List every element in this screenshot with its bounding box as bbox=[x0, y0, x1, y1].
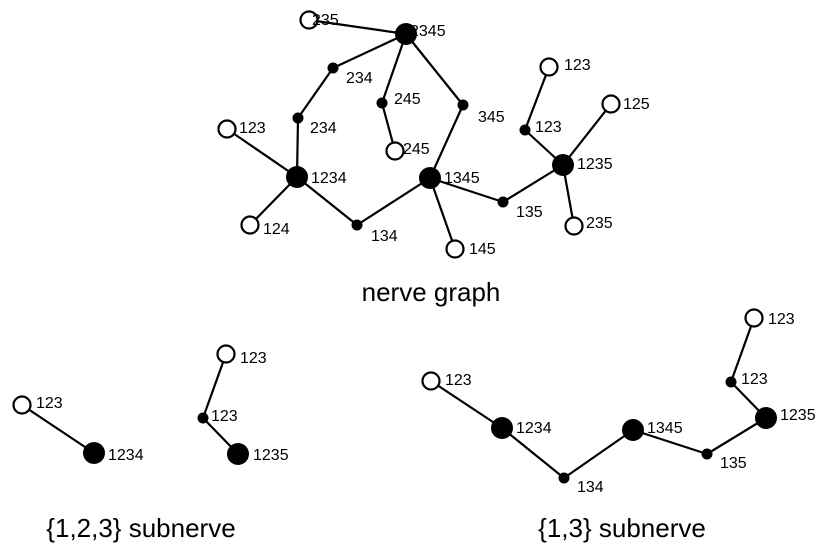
node-label-123: 123 bbox=[211, 408, 238, 425]
node-label-123: 123 bbox=[36, 395, 63, 412]
node-label-1345: 1345 bbox=[647, 420, 683, 437]
node-label-135: 135 bbox=[720, 455, 747, 472]
caption-subnerve-123: {1,2,3} subnerve bbox=[46, 513, 235, 543]
edge-sub13-t134-t1345 bbox=[563, 429, 634, 479]
node-label-1235: 1235 bbox=[577, 156, 613, 173]
node-label-134: 134 bbox=[371, 228, 398, 245]
edge-nerve-n1235-n125 bbox=[562, 103, 612, 166]
node-label-134: 134 bbox=[577, 479, 604, 496]
node-open-123 bbox=[216, 344, 236, 364]
edge-nerve-n134-n1345 bbox=[356, 177, 431, 226]
node-open-235 bbox=[299, 10, 319, 30]
edge-nerve-n345-n1345 bbox=[428, 104, 465, 179]
edge-sub123-s123a-s1234 bbox=[21, 404, 95, 454]
edge-nerve-n1345-n145 bbox=[428, 177, 457, 250]
node-label-1234: 1234 bbox=[311, 170, 347, 187]
caption-subnerve-13: {1,3} subnerve bbox=[538, 513, 706, 543]
node-small-134 bbox=[351, 219, 363, 231]
node-big-1345 bbox=[419, 167, 441, 189]
edge-nerve-n135-n1235 bbox=[502, 164, 564, 203]
node-label-123: 123 bbox=[768, 311, 795, 328]
edge-nerve-n123s-n123t bbox=[523, 66, 551, 131]
node-open-245 bbox=[385, 141, 405, 161]
node-open-123 bbox=[744, 308, 764, 328]
edge-sub13-t1345-t135 bbox=[632, 428, 708, 456]
node-label-245: 245 bbox=[403, 141, 430, 158]
node-open-123 bbox=[12, 395, 32, 415]
node-label-345: 345 bbox=[478, 109, 505, 126]
node-open-124 bbox=[240, 215, 260, 235]
node-open-123 bbox=[217, 119, 237, 139]
node-big-1234 bbox=[83, 442, 105, 464]
node-big-1235 bbox=[227, 443, 249, 465]
node-open-145 bbox=[445, 239, 465, 259]
node-big-1235 bbox=[755, 407, 777, 429]
node-open-123 bbox=[421, 371, 441, 391]
edge-sub123-s123b-s123c bbox=[201, 353, 228, 419]
nodes-layer bbox=[12, 10, 777, 484]
node-label-135: 135 bbox=[516, 204, 543, 221]
edge-sub13-t123a-t1234 bbox=[430, 380, 503, 429]
edge-nerve-n2345-n234a bbox=[332, 33, 407, 69]
edge-nerve-n1345-n135 bbox=[429, 176, 504, 204]
node-small-234 bbox=[292, 112, 304, 124]
node-label-125: 125 bbox=[623, 96, 650, 113]
edge-nerve-n124-n1234 bbox=[249, 176, 298, 226]
edge-sub13-t123b-t123c bbox=[729, 317, 756, 383]
node-small-135 bbox=[497, 196, 509, 208]
edge-nerve-n1234-n134 bbox=[296, 176, 358, 226]
node-label-1345: 1345 bbox=[444, 170, 480, 187]
node-label-145: 145 bbox=[469, 241, 496, 258]
node-big-1235 bbox=[552, 154, 574, 176]
labels-layer: 2345 235 234 234 245 245 345 123 1234 124 134 1345 1… bbox=[36, 12, 816, 496]
caption-nerve-graph: nerve graph bbox=[362, 277, 501, 307]
edge-nerve-n2345-n235a bbox=[308, 18, 407, 36]
node-label-123: 123 bbox=[564, 57, 591, 74]
edge-nerve-n234a-n234b bbox=[297, 67, 334, 119]
node-open-125 bbox=[601, 94, 621, 114]
node-big-1345 bbox=[622, 419, 644, 441]
node-label-1235: 1235 bbox=[253, 447, 289, 464]
node-label-1235: 1235 bbox=[780, 407, 816, 424]
node-label-123: 123 bbox=[445, 372, 472, 389]
node-small-134 bbox=[558, 472, 570, 484]
node-small-123 bbox=[725, 376, 737, 388]
node-small-123 bbox=[519, 124, 531, 136]
node-label-123: 123 bbox=[741, 371, 768, 388]
node-big-2345 bbox=[395, 23, 417, 45]
node-small-345 bbox=[457, 99, 469, 111]
edge-nerve-n123o-n1234 bbox=[226, 128, 298, 178]
node-open-123 bbox=[539, 57, 559, 77]
node-label-1234: 1234 bbox=[516, 420, 552, 437]
node-label-1234: 1234 bbox=[108, 447, 144, 464]
node-small-234 bbox=[327, 62, 339, 74]
node-open-235 bbox=[564, 216, 584, 236]
node-label-124: 124 bbox=[263, 221, 290, 238]
node-label-123: 123 bbox=[239, 120, 266, 137]
node-small-123 bbox=[197, 412, 209, 424]
edge-nerve-n2345-n345 bbox=[405, 33, 464, 106]
edge-sub13-t1234-t134 bbox=[501, 427, 565, 479]
node-label-123: 123 bbox=[240, 350, 267, 367]
node-label-2345: 2345 bbox=[410, 23, 446, 40]
node-label-123: 123 bbox=[535, 119, 562, 136]
edge-sub13-t135-t1235 bbox=[706, 417, 767, 455]
node-label-235: 235 bbox=[586, 215, 613, 232]
edge-nerve-n2345-n245a bbox=[380, 33, 408, 104]
node-label-234: 234 bbox=[346, 70, 373, 87]
node-label-245: 245 bbox=[394, 91, 421, 108]
node-small-245 bbox=[376, 97, 388, 109]
node-big-1234 bbox=[491, 417, 513, 439]
node-big-1234 bbox=[286, 166, 308, 188]
node-small-135 bbox=[701, 448, 713, 460]
node-label-235: 235 bbox=[312, 12, 339, 29]
node-label-234: 234 bbox=[310, 120, 337, 137]
edges-layer bbox=[21, 18, 767, 479]
